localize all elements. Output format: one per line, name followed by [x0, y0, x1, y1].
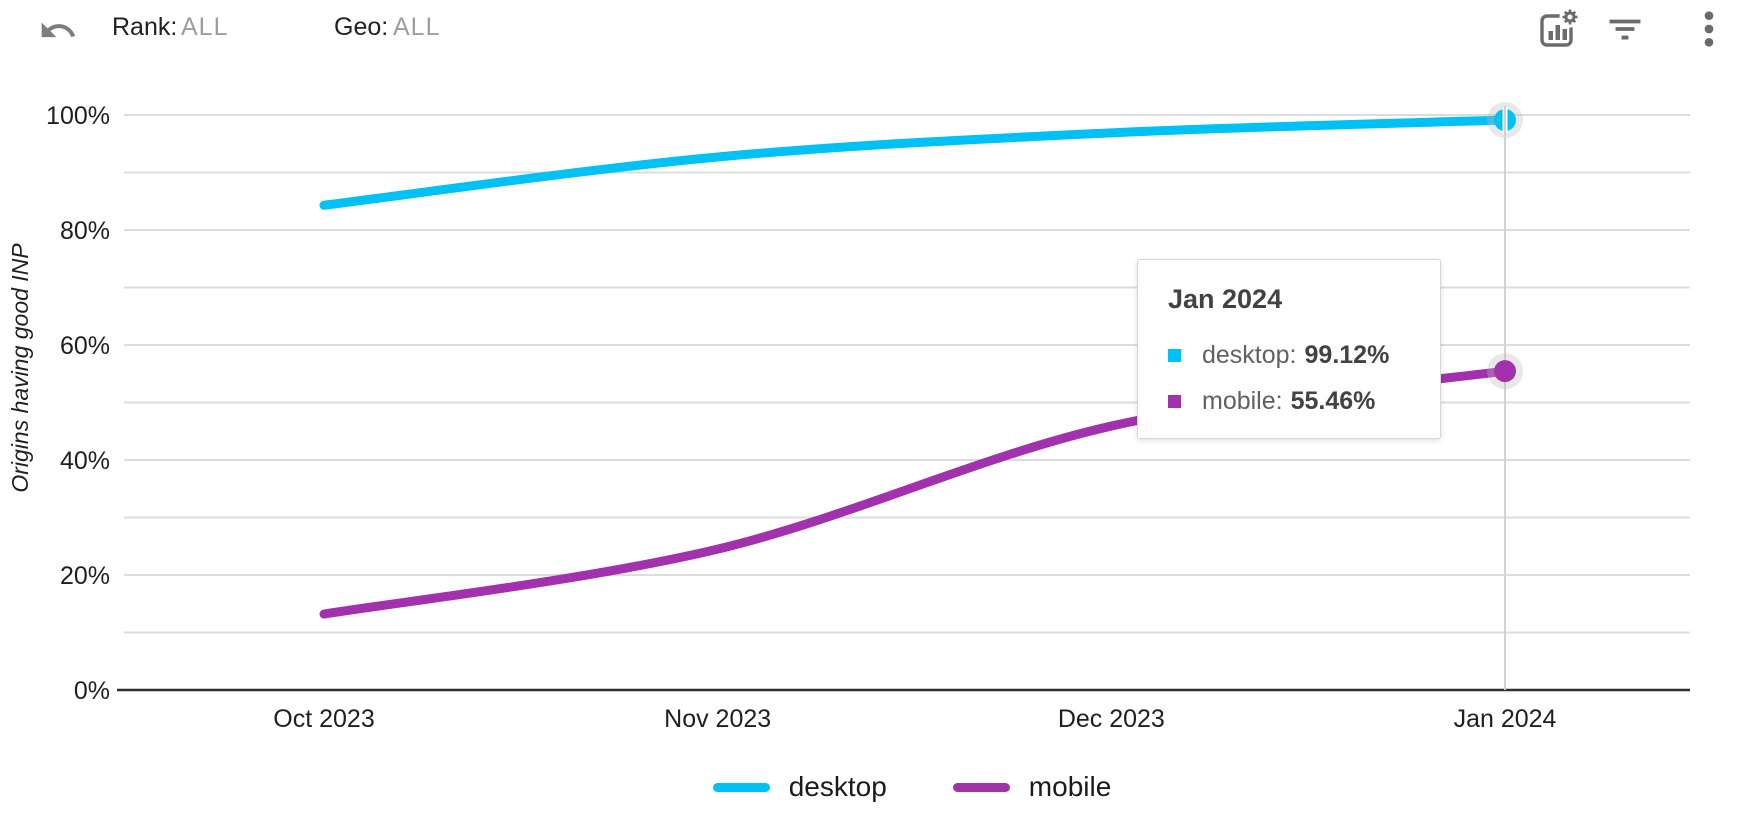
y-tick-label: 100%	[46, 102, 110, 130]
x-tick-label: Oct 2023	[273, 705, 374, 733]
y-tick-label: 60%	[60, 332, 110, 360]
tooltip-row-mobile: mobile: 55.46%	[1168, 387, 1420, 416]
rank-filter-value[interactable]: ALL	[181, 13, 229, 41]
mobile-legend-swatch	[952, 782, 1010, 792]
tooltip-series-label: mobile:	[1202, 387, 1283, 415]
x-tick-label: Nov 2023	[664, 705, 771, 733]
geo-filter-value[interactable]: ALL	[393, 13, 441, 41]
tooltip-row-desktop: desktop: 99.12%	[1168, 341, 1420, 370]
more-options-button[interactable]	[1689, 7, 1729, 51]
y-tick-label: 0%	[74, 677, 110, 705]
series-line-desktop[interactable]	[319, 115, 1510, 210]
y-axis-title: Origins having good INP	[7, 243, 33, 493]
filter-icon	[1609, 19, 1641, 40]
geo-label: Geo:	[334, 13, 389, 41]
filter-button[interactable]	[1604, 11, 1646, 47]
tooltip-series-label: desktop:	[1202, 341, 1297, 369]
tooltip-date: Jan 2024	[1168, 284, 1283, 314]
chart-tooltip: Jan 2024 desktop: 99.12% mobile: 55.46%	[1137, 259, 1441, 439]
x-tick-label: Jan 2024	[1454, 705, 1557, 733]
mobile-series-swatch	[1168, 395, 1181, 408]
kebab-menu-icon	[1704, 11, 1714, 47]
chart-settings-icon	[1540, 6, 1581, 47]
y-tick-label: 20%	[60, 562, 110, 590]
desktop-legend-swatch	[712, 782, 770, 792]
x-tick-label: Dec 2023	[1058, 705, 1165, 733]
chart-settings-button[interactable]	[1533, 5, 1581, 53]
y-tick-label: 40%	[60, 447, 110, 475]
legend-item-desktop: desktop	[712, 771, 887, 803]
rank-label: Rank:	[112, 13, 178, 41]
undo-button[interactable]	[38, 11, 78, 47]
desktop-series-swatch	[1168, 349, 1181, 362]
tooltip-series-value: 99.12%	[1304, 341, 1390, 369]
toolbar: Rank: ALL Geo: ALL	[0, 0, 1752, 58]
mobile-point-marker[interactable]	[1494, 360, 1516, 383]
chart-legend: desktop mobile	[0, 766, 1752, 808]
tooltip-series-value: 55.46%	[1290, 387, 1376, 415]
undo-icon	[41, 22, 76, 38]
legend-label: mobile	[1028, 771, 1112, 802]
y-tick-label: 80%	[60, 217, 110, 245]
legend-label: desktop	[788, 771, 887, 802]
legend-item-mobile: mobile	[952, 771, 1112, 803]
